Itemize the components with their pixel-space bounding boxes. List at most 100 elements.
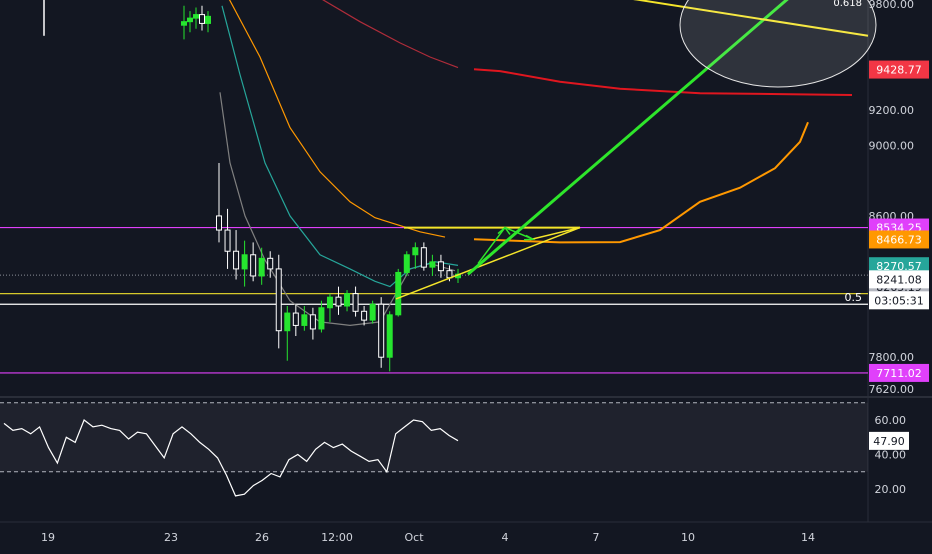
candle-body bbox=[284, 312, 291, 332]
price-tick-label: 7800.00 bbox=[869, 351, 915, 364]
candle bbox=[437, 254, 444, 278]
candle bbox=[361, 305, 368, 326]
rsi-tick-label: 40.00 bbox=[875, 449, 907, 462]
candle bbox=[216, 162, 222, 243]
candle-body bbox=[412, 247, 419, 256]
time-tick-label: 26 bbox=[255, 531, 269, 544]
price-tag-bg bbox=[869, 270, 929, 289]
price-tag-bg bbox=[869, 230, 929, 249]
candle bbox=[378, 297, 385, 368]
grid-lines bbox=[0, 0, 932, 523]
candle bbox=[233, 230, 240, 280]
candle bbox=[412, 242, 419, 269]
arrow-head bbox=[497, 226, 511, 235]
candle-body bbox=[429, 261, 436, 268]
candle-body bbox=[181, 21, 187, 26]
candle bbox=[309, 307, 316, 340]
triangle-bottom-line bbox=[395, 226, 581, 300]
price-tick-label: 9000.00 bbox=[869, 139, 915, 152]
price-tick-label: 9200.00 bbox=[869, 104, 915, 117]
candle bbox=[241, 240, 248, 287]
candle-body bbox=[193, 14, 199, 19]
candle-body bbox=[301, 314, 308, 326]
projected-orange-path bbox=[473, 121, 809, 244]
moving-average-line bbox=[221, 5, 459, 288]
price-tag: 9428.77 bbox=[869, 60, 929, 79]
candle bbox=[193, 7, 199, 29]
price-tag-label: 7711.02 bbox=[876, 367, 922, 380]
candle-body bbox=[446, 270, 453, 279]
candle-body bbox=[395, 271, 402, 316]
time-tick-label: Oct bbox=[404, 531, 424, 544]
price-tag-label: 8270.57 bbox=[876, 260, 922, 273]
price-tag-label: 8466.73 bbox=[876, 233, 922, 246]
time-tick-label: 4 bbox=[502, 531, 509, 544]
candle bbox=[429, 254, 436, 276]
triangle-right-line bbox=[529, 226, 581, 241]
candle bbox=[395, 268, 402, 317]
fib-label: 0.618 bbox=[833, 0, 862, 9]
arrow-head bbox=[523, 234, 536, 241]
highlight-ellipse bbox=[679, 0, 877, 88]
rsi-tag-bg bbox=[869, 431, 909, 450]
moving-average-line bbox=[228, 0, 446, 238]
candle bbox=[181, 5, 187, 40]
candle-body bbox=[275, 268, 282, 332]
candle bbox=[344, 290, 351, 312]
time-tick-label: 23 bbox=[164, 531, 178, 544]
rsi-tick-label: 60.00 bbox=[875, 414, 907, 427]
candle-body bbox=[335, 296, 342, 307]
candle bbox=[258, 247, 265, 285]
candle bbox=[275, 254, 282, 349]
projected-red-ma bbox=[473, 68, 853, 96]
candle-body bbox=[216, 215, 222, 231]
price-axis: 9800.009200.009000.008600.007800.007620.… bbox=[833, 0, 929, 496]
price-tag-bg bbox=[869, 363, 929, 382]
candle-body bbox=[205, 15, 211, 24]
time-tick-label: 14 bbox=[801, 531, 815, 544]
time-tick-label: 12:00 bbox=[321, 531, 353, 544]
candle-body bbox=[326, 296, 333, 309]
candle bbox=[326, 293, 333, 322]
time-tick-label: 7 bbox=[593, 531, 600, 544]
time-tick-label: 10 bbox=[681, 531, 695, 544]
candles bbox=[43, 0, 461, 372]
rsi-current-tag: 47.90 bbox=[869, 431, 909, 450]
candle-body bbox=[187, 17, 193, 23]
price-tag-label: 03:05:31 bbox=[874, 294, 923, 307]
price-tag-bg bbox=[869, 60, 929, 79]
price-tag-label: 8241.08 bbox=[876, 273, 922, 286]
candle bbox=[335, 286, 342, 315]
candle-body bbox=[258, 257, 265, 277]
candle-body bbox=[378, 303, 385, 358]
oscillator-pane bbox=[0, 402, 868, 497]
price-tag-bg bbox=[869, 291, 929, 310]
candle bbox=[187, 11, 193, 33]
moving-averages bbox=[219, 0, 853, 327]
price-tag: 8466.73 bbox=[869, 230, 929, 249]
price-tag: 03:05:31 bbox=[869, 291, 929, 310]
candle-body bbox=[403, 254, 410, 273]
rsi-tag-label: 47.90 bbox=[873, 435, 905, 448]
candle-body bbox=[420, 247, 427, 268]
rsi-line bbox=[3, 419, 459, 497]
breakout-line bbox=[467, 0, 789, 276]
price-tag: 8241.08 bbox=[869, 270, 929, 289]
candle bbox=[386, 311, 393, 372]
candle-body bbox=[318, 307, 325, 330]
candle-body bbox=[224, 229, 231, 252]
price-tick-label: 7620.00 bbox=[869, 383, 915, 396]
candle-body bbox=[309, 314, 316, 330]
candle-body bbox=[250, 254, 257, 277]
candle-body bbox=[344, 293, 351, 307]
candle-body bbox=[241, 254, 248, 270]
time-axis: 19 23 26 12:00 Oct 4 7 10 14 bbox=[41, 531, 815, 544]
time-tick-label: 19 bbox=[41, 531, 55, 544]
candle bbox=[224, 208, 231, 269]
price-tag: 7711.02 bbox=[869, 363, 929, 382]
candle-body bbox=[386, 314, 393, 358]
moving-average-line bbox=[322, 0, 459, 69]
candle bbox=[205, 11, 211, 33]
candle bbox=[284, 305, 291, 361]
